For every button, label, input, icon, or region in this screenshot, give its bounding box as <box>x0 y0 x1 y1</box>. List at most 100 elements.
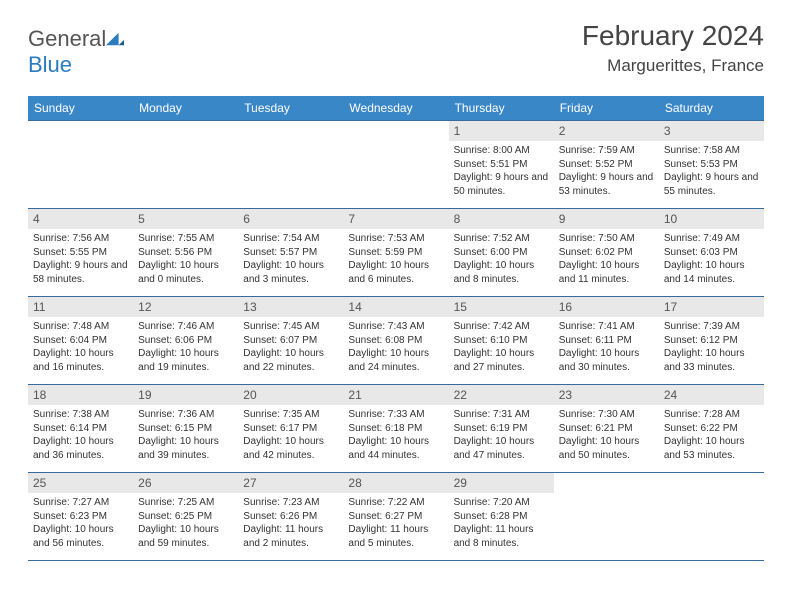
weekday-header: Tuesday <box>238 96 343 121</box>
sunrise-text: Sunrise: 7:38 AM <box>33 408 128 422</box>
calendar-week-row: 18Sunrise: 7:38 AMSunset: 6:14 PMDayligh… <box>28 385 764 473</box>
sunset-text: Sunset: 6:18 PM <box>348 422 443 436</box>
day-details: Sunrise: 7:59 AMSunset: 5:52 PMDaylight:… <box>554 141 659 202</box>
calendar-day-cell: 13Sunrise: 7:45 AMSunset: 6:07 PMDayligh… <box>238 297 343 385</box>
daylight-text: Daylight: 10 hours and 3 minutes. <box>243 259 338 286</box>
day-details: Sunrise: 7:22 AMSunset: 6:27 PMDaylight:… <box>343 493 448 554</box>
calendar-day-cell: .. <box>28 121 133 209</box>
weekday-header: Wednesday <box>343 96 448 121</box>
day-number: 6 <box>238 209 343 229</box>
daylight-text: Daylight: 9 hours and 53 minutes. <box>559 171 654 198</box>
sunset-text: Sunset: 5:51 PM <box>454 158 549 172</box>
calendar-day-cell: 28Sunrise: 7:22 AMSunset: 6:27 PMDayligh… <box>343 473 448 561</box>
calendar-day-cell: .. <box>238 121 343 209</box>
day-number: 22 <box>449 385 554 405</box>
sunrise-text: Sunrise: 7:59 AM <box>559 144 654 158</box>
daylight-text: Daylight: 10 hours and 19 minutes. <box>138 347 233 374</box>
daylight-text: Daylight: 11 hours and 2 minutes. <box>243 523 338 550</box>
sunset-text: Sunset: 5:57 PM <box>243 246 338 260</box>
sunrise-text: Sunrise: 8:00 AM <box>454 144 549 158</box>
sunset-text: Sunset: 6:06 PM <box>138 334 233 348</box>
sunrise-text: Sunrise: 7:48 AM <box>33 320 128 334</box>
day-details: Sunrise: 7:42 AMSunset: 6:10 PMDaylight:… <box>449 317 554 378</box>
sunrise-text: Sunrise: 7:39 AM <box>664 320 759 334</box>
calendar-day-cell: 15Sunrise: 7:42 AMSunset: 6:10 PMDayligh… <box>449 297 554 385</box>
triangle-icon <box>106 32 124 46</box>
calendar-week-row: 25Sunrise: 7:27 AMSunset: 6:23 PMDayligh… <box>28 473 764 561</box>
daylight-text: Daylight: 10 hours and 0 minutes. <box>138 259 233 286</box>
daylight-text: Daylight: 10 hours and 39 minutes. <box>138 435 233 462</box>
day-number: 23 <box>554 385 659 405</box>
day-number: 11 <box>28 297 133 317</box>
day-details: Sunrise: 7:49 AMSunset: 6:03 PMDaylight:… <box>659 229 764 290</box>
day-number: 26 <box>133 473 238 493</box>
calendar-body: ........1Sunrise: 8:00 AMSunset: 5:51 PM… <box>28 121 764 561</box>
day-number: 5 <box>133 209 238 229</box>
day-details: Sunrise: 7:50 AMSunset: 6:02 PMDaylight:… <box>554 229 659 290</box>
location: Marguerittes, France <box>582 56 764 76</box>
day-number: 16 <box>554 297 659 317</box>
day-number: 19 <box>133 385 238 405</box>
weekday-header: Monday <box>133 96 238 121</box>
calendar-day-cell: 12Sunrise: 7:46 AMSunset: 6:06 PMDayligh… <box>133 297 238 385</box>
sunrise-text: Sunrise: 7:46 AM <box>138 320 233 334</box>
sunrise-text: Sunrise: 7:55 AM <box>138 232 233 246</box>
daylight-text: Daylight: 10 hours and 14 minutes. <box>664 259 759 286</box>
calendar-week-row: 11Sunrise: 7:48 AMSunset: 6:04 PMDayligh… <box>28 297 764 385</box>
day-details: Sunrise: 7:45 AMSunset: 6:07 PMDaylight:… <box>238 317 343 378</box>
daylight-text: Daylight: 10 hours and 53 minutes. <box>664 435 759 462</box>
day-details: Sunrise: 7:41 AMSunset: 6:11 PMDaylight:… <box>554 317 659 378</box>
daylight-text: Daylight: 11 hours and 5 minutes. <box>348 523 443 550</box>
day-details: Sunrise: 7:38 AMSunset: 6:14 PMDaylight:… <box>28 405 133 466</box>
calendar-table: SundayMondayTuesdayWednesdayThursdayFrid… <box>28 96 764 561</box>
calendar-day-cell: 24Sunrise: 7:28 AMSunset: 6:22 PMDayligh… <box>659 385 764 473</box>
sunrise-text: Sunrise: 7:53 AM <box>348 232 443 246</box>
sunrise-text: Sunrise: 7:42 AM <box>454 320 549 334</box>
daylight-text: Daylight: 10 hours and 36 minutes. <box>33 435 128 462</box>
weekday-header: Saturday <box>659 96 764 121</box>
calendar-day-cell: 2Sunrise: 7:59 AMSunset: 5:52 PMDaylight… <box>554 121 659 209</box>
sunrise-text: Sunrise: 7:36 AM <box>138 408 233 422</box>
calendar-day-cell: .. <box>343 121 448 209</box>
daylight-text: Daylight: 10 hours and 6 minutes. <box>348 259 443 286</box>
sunset-text: Sunset: 6:26 PM <box>243 510 338 524</box>
day-details: Sunrise: 7:46 AMSunset: 6:06 PMDaylight:… <box>133 317 238 378</box>
sunrise-text: Sunrise: 7:49 AM <box>664 232 759 246</box>
weekday-header: Thursday <box>449 96 554 121</box>
sunrise-text: Sunrise: 7:25 AM <box>138 496 233 510</box>
daylight-text: Daylight: 10 hours and 59 minutes. <box>138 523 233 550</box>
sunset-text: Sunset: 6:25 PM <box>138 510 233 524</box>
day-details: Sunrise: 7:52 AMSunset: 6:00 PMDaylight:… <box>449 229 554 290</box>
calendar-day-cell: .. <box>554 473 659 561</box>
day-details: Sunrise: 7:25 AMSunset: 6:25 PMDaylight:… <box>133 493 238 554</box>
calendar-day-cell: 27Sunrise: 7:23 AMSunset: 6:26 PMDayligh… <box>238 473 343 561</box>
sunset-text: Sunset: 5:53 PM <box>664 158 759 172</box>
calendar-day-cell: 21Sunrise: 7:33 AMSunset: 6:18 PMDayligh… <box>343 385 448 473</box>
daylight-text: Daylight: 10 hours and 44 minutes. <box>348 435 443 462</box>
sunrise-text: Sunrise: 7:35 AM <box>243 408 338 422</box>
month-title: February 2024 <box>582 20 764 52</box>
day-number: 20 <box>238 385 343 405</box>
day-details: Sunrise: 7:58 AMSunset: 5:53 PMDaylight:… <box>659 141 764 202</box>
sunset-text: Sunset: 6:03 PM <box>664 246 759 260</box>
sunset-text: Sunset: 6:12 PM <box>664 334 759 348</box>
sunset-text: Sunset: 5:55 PM <box>33 246 128 260</box>
sunset-text: Sunset: 6:10 PM <box>454 334 549 348</box>
sunset-text: Sunset: 6:22 PM <box>664 422 759 436</box>
daylight-text: Daylight: 9 hours and 55 minutes. <box>664 171 759 198</box>
calendar-day-cell: 10Sunrise: 7:49 AMSunset: 6:03 PMDayligh… <box>659 209 764 297</box>
daylight-text: Daylight: 10 hours and 42 minutes. <box>243 435 338 462</box>
day-details: Sunrise: 7:39 AMSunset: 6:12 PMDaylight:… <box>659 317 764 378</box>
day-number: 24 <box>659 385 764 405</box>
day-details: Sunrise: 8:00 AMSunset: 5:51 PMDaylight:… <box>449 141 554 202</box>
sunrise-text: Sunrise: 7:30 AM <box>559 408 654 422</box>
day-number: 18 <box>28 385 133 405</box>
calendar-day-cell: 16Sunrise: 7:41 AMSunset: 6:11 PMDayligh… <box>554 297 659 385</box>
sunrise-text: Sunrise: 7:20 AM <box>454 496 549 510</box>
calendar-day-cell: 5Sunrise: 7:55 AMSunset: 5:56 PMDaylight… <box>133 209 238 297</box>
daylight-text: Daylight: 11 hours and 8 minutes. <box>454 523 549 550</box>
day-details: Sunrise: 7:54 AMSunset: 5:57 PMDaylight:… <box>238 229 343 290</box>
calendar-day-cell: 1Sunrise: 8:00 AMSunset: 5:51 PMDaylight… <box>449 121 554 209</box>
sunset-text: Sunset: 6:19 PM <box>454 422 549 436</box>
logo: General Blue <box>28 26 124 78</box>
